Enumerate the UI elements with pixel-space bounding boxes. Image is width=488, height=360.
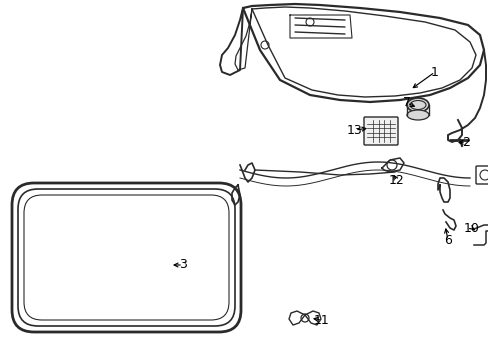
Text: 2: 2: [461, 135, 469, 148]
Ellipse shape: [406, 110, 428, 120]
Text: 7: 7: [402, 96, 410, 109]
Text: 13: 13: [346, 123, 362, 136]
Text: 10: 10: [463, 221, 479, 234]
FancyBboxPatch shape: [363, 117, 397, 145]
Text: 6: 6: [443, 234, 451, 247]
Text: 11: 11: [313, 314, 329, 327]
Text: 1: 1: [430, 66, 438, 78]
Text: 12: 12: [388, 175, 404, 188]
Text: 3: 3: [179, 258, 186, 271]
Ellipse shape: [406, 98, 428, 112]
